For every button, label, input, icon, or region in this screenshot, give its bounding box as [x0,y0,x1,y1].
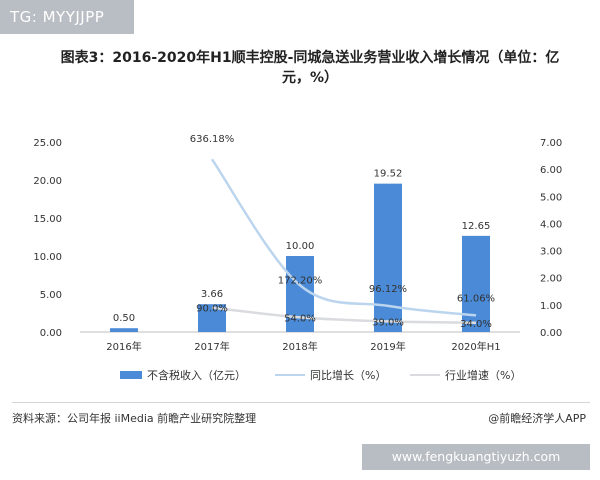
yoy-growth-data-label: 636.18% [190,134,235,145]
right-axis-tick-label: 0.00 [540,328,562,339]
revenue-bar [462,235,490,332]
left-axis-tick-label: 20.00 [33,176,62,187]
revenue-data-label: 12.65 [462,221,491,232]
left-axis-tick-label: 10.00 [33,252,62,263]
industry-growth-data-label: 90.0% [196,304,228,315]
industry-growth-data-label: 34.0% [460,319,492,330]
right-axis-tick-label: 1.00 [540,301,562,312]
legend-swatch-yoy-growth [275,374,305,376]
right-axis-tick-label: 6.00 [540,165,562,176]
x-axis-tick-label: 2019年 [370,340,405,353]
industry-growth-data-label: 54.0% [284,313,316,324]
legend-item-yoy-growth: 同比增长（%） [275,367,386,385]
industry-growth-data-label: 39.0% [372,317,404,328]
footer-divider [12,402,590,403]
yoy-growth-data-label: 172.20% [278,275,323,286]
revenue-data-label: 19.52 [374,169,403,180]
chart-title-line-2: 元，%） [281,70,339,86]
chart-title-line-1: 图表3：2016-2020年H1顺丰控股-同城急送业务营业收入增长情况（单位：亿 [60,50,560,66]
x-axis-tick-label: 2018年 [282,340,317,353]
right-axis-tick-label: 2.00 [540,274,562,285]
revenue-data-label: 3.66 [201,289,223,300]
yoy-growth-data-label: 96.12% [369,284,407,295]
revenue-bar [374,183,402,332]
right-axis-tick-label: 4.00 [540,219,562,230]
right-axis-tick-label: 3.00 [540,247,562,258]
industry-growth-line [211,306,477,325]
revenue-growth-chart: 0.00 5.00 10.00 15.00 20.00 25.00 0.00 1.00 2.00… [33,134,562,353]
legend-label-revenue: 不含税收入（亿元） [147,369,246,382]
left-axis-tick-label: 0.00 [40,328,62,339]
legend-label-yoy-growth: 同比增长（%） [310,369,387,382]
legend-swatch-revenue [120,371,142,379]
revenue-bar [110,328,138,332]
watermark-tag: TG: MYYJJPP [0,0,134,34]
revenue-bar [286,256,314,332]
x-axis-tick-label: 2016年 [106,340,141,353]
right-axis-tick-label: 7.00 [540,138,562,149]
x-axis-tick-label: 2017年 [194,340,229,353]
right-axis-tick-label: 5.00 [540,192,562,203]
source-note: 资料来源：公司年报 iiMedia 前瞻产业研究院整理 [12,412,257,425]
url-banner[interactable]: www.fengkuangtiyuzh.com [362,444,590,470]
chart-title: 图表3：2016-2020年H1顺丰控股-同城急送业务营业收入增长情况（单位：亿… [60,48,560,88]
left-axis-tick-label: 15.00 [33,214,62,225]
yoy-growth-line [210,158,477,317]
legend-swatch-industry-growth [410,374,440,376]
yoy-growth-data-label: 61.06% [457,293,495,304]
revenue-data-label: 0.50 [113,313,135,324]
chart-legend: 不含税收入（亿元） 同比增长（%） 行业增速（%） [0,367,600,385]
left-axis-tick-label: 5.00 [40,290,62,301]
x-axis-tick-label: 2020年H1 [451,340,500,353]
left-axis-tick-label: 25.00 [33,138,62,149]
legend-item-revenue: 不含税收入（亿元） [120,367,246,385]
legend-item-industry-growth: 行业增速（%） [410,367,521,385]
credit-note: @前瞻经济学人APP [488,412,586,425]
revenue-data-label: 10.00 [286,241,315,252]
legend-label-industry-growth: 行业增速（%） [445,369,522,382]
